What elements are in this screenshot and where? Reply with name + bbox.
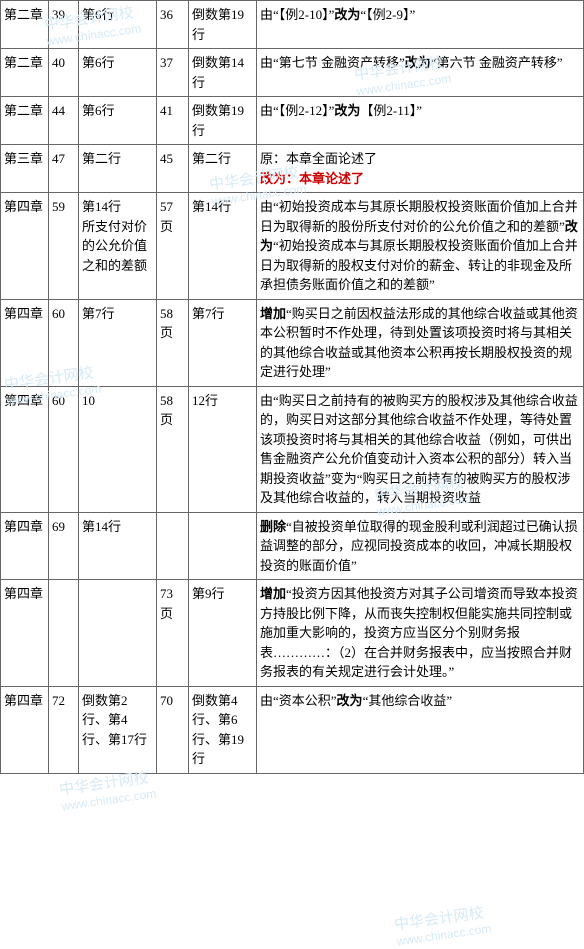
cell-desc: 由“第七节 金融资产转移”改为“第六节 金融资产转移”	[257, 49, 584, 97]
cell-c4	[157, 512, 189, 580]
cell-c1: 第四章	[1, 299, 49, 386]
cell-c3: 第7行	[79, 299, 157, 386]
cell-c5: 第14行	[189, 193, 257, 300]
cell-desc: 原：本章全面论述了 改为：本章论述了	[257, 145, 584, 193]
cell-c3: 倒数第2行、第4行、第17行	[79, 686, 157, 773]
cell-c4: 37	[157, 49, 189, 97]
cell-desc: 由“【例2-10】”改为“【例2-9】”	[257, 1, 584, 49]
cell-desc: 由“【例2-12】”改为【例2-11】”	[257, 97, 584, 145]
cell-c5: 倒数第19行	[189, 1, 257, 49]
table-row: 第二章39第6行36倒数第19行由“【例2-10】”改为“【例2-9】”	[1, 1, 584, 49]
cell-desc: 删除“自被投资单位取得的现金股利或利润超过已确认损益调整的部分，应视同投资成本的…	[257, 512, 584, 580]
cell-c3	[79, 580, 157, 687]
cell-c1: 第三章	[1, 145, 49, 193]
cell-c3: 第14行	[79, 512, 157, 580]
cell-desc: 由“初始投资成本与其原长期股权投资账面价值加上合并日为取得新的股份所支付对价的公…	[257, 193, 584, 300]
cell-c5	[189, 512, 257, 580]
cell-c4: 70	[157, 686, 189, 773]
cell-c3: 第6行	[79, 49, 157, 97]
cell-c1: 第四章	[1, 580, 49, 687]
cell-c2: 39	[49, 1, 79, 49]
cell-c5: 第二行	[189, 145, 257, 193]
cell-c4: 73页	[157, 580, 189, 687]
cell-c4: 45	[157, 145, 189, 193]
cell-desc: 增加“购买日之前因权益法形成的其他综合收益或其他资本公积暂时不作处理，待到处置该…	[257, 299, 584, 386]
cell-c2	[49, 580, 79, 687]
table-row: 第二章40第6行37倒数第14行由“第七节 金融资产转移”改为“第六节 金融资产…	[1, 49, 584, 97]
cell-c2: 40	[49, 49, 79, 97]
cell-c2: 69	[49, 512, 79, 580]
table-row: 第四章60第7行58页第7行增加“购买日之前因权益法形成的其他综合收益或其他资本…	[1, 299, 584, 386]
cell-c3: 第二行	[79, 145, 157, 193]
cell-c2: 44	[49, 97, 79, 145]
cell-c4: 36	[157, 1, 189, 49]
cell-c1: 第四章	[1, 386, 49, 512]
cell-c4: 57页	[157, 193, 189, 300]
table-row: 第二章44第6行41倒数第19行由“【例2-12】”改为【例2-11】”	[1, 97, 584, 145]
cell-c3: 第6行	[79, 97, 157, 145]
cell-c1: 第四章	[1, 193, 49, 300]
cell-c2: 47	[49, 145, 79, 193]
cell-c1: 第二章	[1, 1, 49, 49]
cell-c2: 59	[49, 193, 79, 300]
cell-c3: 第6行	[79, 1, 157, 49]
cell-desc: 由“购买日之前持有的被购买方的股权涉及其他综合收益的，购买日对这部分其他综合收益…	[257, 386, 584, 512]
table-row: 第三章47第二行45第二行原：本章全面论述了 改为：本章论述了	[1, 145, 584, 193]
table-row: 第四章69第14行 删除“自被投资单位取得的现金股利或利润超过已确认损益调整的部分…	[1, 512, 584, 580]
cell-c1: 第四章	[1, 686, 49, 773]
cell-c5: 第7行	[189, 299, 257, 386]
table-row: 第四章 73页第9行增加“投资方因其他投资方对其子公司增资而导致本投资方持股比例下…	[1, 580, 584, 687]
table-row: 第四章59第14行 所支付对价的公允价值之和的差额57页第14行由“初始投资成本…	[1, 193, 584, 300]
table-row: 第四章601058页12行由“购买日之前持有的被购买方的股权涉及其他综合收益的，…	[1, 386, 584, 512]
cell-c5: 倒数第14行	[189, 49, 257, 97]
cell-c1: 第二章	[1, 49, 49, 97]
cell-c5: 第9行	[189, 580, 257, 687]
cell-c3: 10	[79, 386, 157, 512]
cell-c4: 58页	[157, 299, 189, 386]
cell-c1: 第二章	[1, 97, 49, 145]
cell-c2: 60	[49, 299, 79, 386]
cell-c4: 41	[157, 97, 189, 145]
cell-desc: 由“资本公积”改为“其他综合收益”	[257, 686, 584, 773]
cell-c2: 60	[49, 386, 79, 512]
changes-table: 第二章39第6行36倒数第19行由“【例2-10】”改为“【例2-9】”第二章4…	[0, 0, 584, 774]
table-row: 第四章72倒数第2行、第4行、第17行70倒数第4行、第6行、第19行由“资本公…	[1, 686, 584, 773]
cell-c5: 12行	[189, 386, 257, 512]
cell-c1: 第四章	[1, 512, 49, 580]
cell-desc: 增加“投资方因其他投资方对其子公司增资而导致本投资方持股比例下降，从而丧失控制权…	[257, 580, 584, 687]
cell-c5: 倒数第19行	[189, 97, 257, 145]
cell-c5: 倒数第4行、第6行、第19行	[189, 686, 257, 773]
cell-c2: 72	[49, 686, 79, 773]
cell-c3: 第14行 所支付对价的公允价值之和的差额	[79, 193, 157, 300]
cell-c4: 58页	[157, 386, 189, 512]
